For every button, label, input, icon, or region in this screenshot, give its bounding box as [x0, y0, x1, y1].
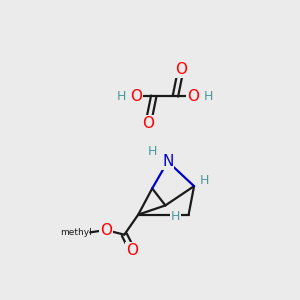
- Text: O: O: [100, 223, 112, 238]
- Text: O: O: [130, 88, 142, 104]
- Text: H: H: [116, 90, 126, 103]
- Text: O: O: [175, 61, 187, 76]
- Text: H: H: [171, 210, 180, 223]
- Text: O: O: [142, 116, 154, 130]
- Text: N: N: [162, 154, 173, 169]
- Text: H: H: [200, 174, 210, 187]
- Text: H: H: [203, 90, 213, 103]
- Text: O: O: [126, 243, 138, 258]
- Text: H: H: [148, 145, 157, 158]
- Text: O: O: [187, 88, 199, 104]
- Text: methyl: methyl: [60, 228, 92, 237]
